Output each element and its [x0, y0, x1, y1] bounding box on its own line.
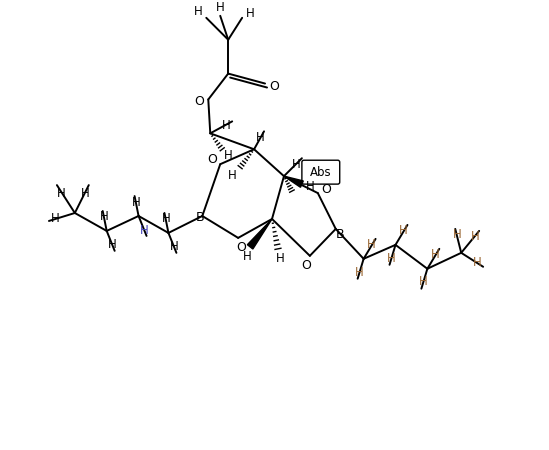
Text: H: H: [108, 238, 117, 252]
Text: B: B: [335, 229, 344, 241]
Polygon shape: [248, 219, 272, 249]
Text: H: H: [355, 266, 364, 279]
Text: H: H: [140, 225, 149, 238]
FancyBboxPatch shape: [302, 160, 340, 184]
Text: H: H: [100, 211, 109, 224]
Text: O: O: [236, 241, 246, 254]
Text: H: H: [276, 252, 284, 266]
Text: Abs: Abs: [310, 166, 332, 179]
Text: H: H: [132, 196, 141, 208]
Text: H: H: [471, 230, 479, 243]
Text: O: O: [208, 153, 217, 166]
Text: H: H: [453, 229, 462, 241]
Text: H: H: [224, 149, 233, 162]
Text: B: B: [196, 212, 205, 225]
Text: H: H: [387, 252, 396, 266]
Polygon shape: [284, 176, 303, 187]
Text: H: H: [431, 248, 440, 261]
Text: O: O: [194, 95, 204, 108]
Text: H: H: [243, 250, 251, 263]
Text: O: O: [269, 80, 279, 93]
Text: H: H: [51, 212, 59, 225]
Text: H: H: [222, 119, 231, 132]
Text: H: H: [228, 169, 237, 182]
Text: O: O: [301, 259, 311, 272]
Text: H: H: [367, 238, 376, 252]
Text: H: H: [246, 7, 255, 20]
Text: H: H: [399, 225, 408, 238]
Text: H: H: [292, 158, 300, 171]
Text: H: H: [162, 212, 171, 225]
Text: H: H: [305, 180, 314, 193]
Text: H: H: [473, 256, 481, 269]
Text: H: H: [57, 187, 65, 200]
Text: H: H: [170, 240, 179, 253]
Text: H: H: [216, 1, 225, 14]
Text: H: H: [419, 275, 428, 288]
Text: O: O: [321, 183, 330, 196]
Text: H: H: [256, 131, 265, 144]
Text: H: H: [80, 187, 89, 200]
Text: H: H: [194, 5, 203, 18]
